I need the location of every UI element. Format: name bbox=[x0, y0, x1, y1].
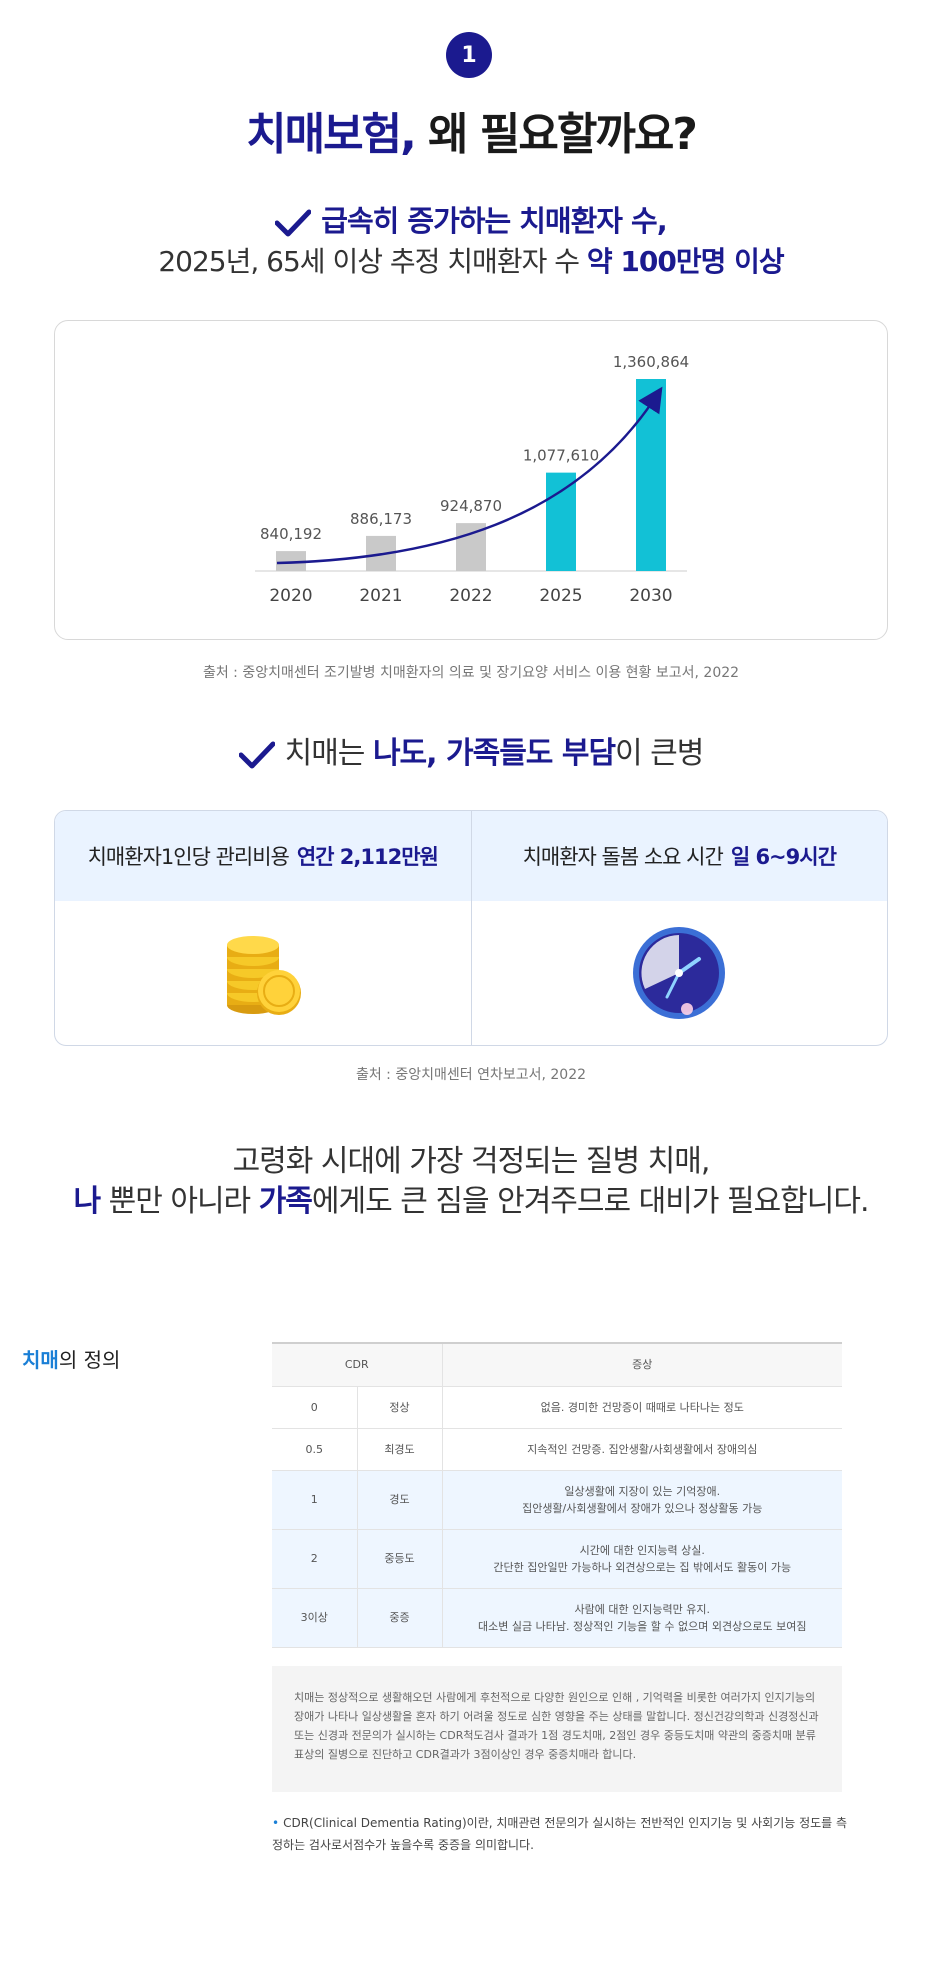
table-row: 1 경도 일상생활에 지장이 있는 기억장애. 집안생활/사회생활에서 장애가 있… bbox=[272, 1470, 842, 1530]
cdr-symptom: 일상생활에 지장이 있는 기억장애. 집안생활/사회생활에서 장애가 있으나 정상… bbox=[442, 1470, 842, 1530]
definition-title-highlight: 치매 bbox=[22, 1348, 59, 1372]
symptom-line: 시간에 대한 인지능력 상실. bbox=[579, 1543, 705, 1557]
data-label: 1,077,610 bbox=[523, 447, 599, 465]
trend-arrow bbox=[276, 386, 663, 565]
table-row: 0 정상 없음. 경미한 건망증이 때때로 나타나는 정도 bbox=[272, 1386, 842, 1429]
symptom-line: 사람에 대한 인지능력만 유지. bbox=[574, 1602, 710, 1616]
section1-headline-text: 급속히 증가하는 치매환자 수, bbox=[321, 204, 667, 238]
symptom-line: 간단한 집안일만 가능하나 외견상으로는 집 밖에서도 활동이 가능 bbox=[493, 1560, 792, 1574]
definition-note: 치매는 정상적으로 생활해오던 사람에게 후천적으로 다양한 원인으로 인해 ,… bbox=[272, 1666, 842, 1792]
symptom-line: 집안생활/사회생활에서 장애가 있으나 정상활동 가능 bbox=[522, 1501, 763, 1515]
table-row: 0.5 최경도 지속적인 건망증. 집안생활/사회생활에서 장애의심 bbox=[272, 1428, 842, 1471]
category-label: 2021 bbox=[359, 586, 402, 606]
cost-value: 연간 2,112만원 bbox=[296, 845, 439, 869]
cost-label: 치매환자1인당 관리비용 bbox=[87, 845, 290, 869]
symptom-line: 대소변 실금 나타남. 정상적인 기능을 할 수 없으며 외견상으로도 보여짐 bbox=[478, 1619, 807, 1633]
cost-header: 치매환자1인당 관리비용 연간 2,112만원 bbox=[55, 811, 471, 901]
section2-post: 이 큰병 bbox=[615, 736, 704, 771]
table-row: 3이상 중증 사람에 대한 인지능력만 유지. 대소변 실금 나타남. 정상적인 … bbox=[272, 1588, 842, 1648]
data-label: 1,360,864 bbox=[613, 353, 689, 371]
bar-2025 bbox=[546, 472, 576, 571]
table-row: 2 중등도 시간에 대한 인지능력 상실. 간단한 집안일만 가능하나 외견상으로… bbox=[272, 1529, 842, 1589]
symptom-line: 지속적인 건망증. 집안생활/사회생활에서 장애의심 bbox=[527, 1442, 758, 1456]
coins-icon bbox=[226, 936, 301, 1015]
cost-source: 출처 : 중앙치매센터 연차보고서, 2022 bbox=[355, 1067, 587, 1083]
bullet-icon: • bbox=[272, 1816, 280, 1830]
section2-pre: 치매는 bbox=[284, 736, 373, 771]
closing-bold-family: 가족 bbox=[258, 1184, 313, 1219]
bar-chart-svg: 840,192 2020 886,173 2021 924,870 2022 1,077,6… bbox=[255, 353, 689, 606]
care-time-label: 치매환자 돌봄 소요 시간 bbox=[522, 845, 724, 869]
care-time-header: 치매환자 돌봄 소요 시간 일 6~9시간 bbox=[471, 811, 887, 901]
cdr-symptom: 지속적인 건망증. 집안생활/사회생활에서 장애의심 bbox=[442, 1428, 842, 1471]
cost-column: 치매환자1인당 관리비용 연간 2,112만원 bbox=[55, 811, 471, 1045]
cdr-level: 경도 bbox=[357, 1470, 443, 1530]
column-header-cdr: CDR bbox=[272, 1343, 443, 1387]
cdr-footnote: • CDR(Clinical Dementia Rating)이란, 치매관련 전… bbox=[272, 1812, 852, 1856]
symptom-line: 일상생활에 지장이 있는 기억장애. bbox=[564, 1484, 721, 1498]
symptom-line: 없음. 경미한 건망증이 때때로 나타나는 정도 bbox=[540, 1400, 744, 1414]
bar-2030 bbox=[636, 379, 666, 571]
title-accent: 치매보험, bbox=[246, 109, 417, 160]
cdr-symptom: 없음. 경미한 건망증이 때때로 나타나는 정도 bbox=[442, 1386, 842, 1429]
definition-title: 치매의 정의 bbox=[22, 1344, 120, 1373]
page-title: 치매보험, 왜 필요할까요? bbox=[0, 98, 942, 162]
clock-icon bbox=[633, 927, 726, 1019]
cdr-footnote-text: CDR(Clinical Dementia Rating)이란, 치매관련 전문… bbox=[272, 1816, 848, 1852]
cdr-score: 0 bbox=[272, 1386, 358, 1429]
chart-source: 출처 : 중앙치매센터 조기발병 치매환자의 의료 및 장기요양 서비스 이용 … bbox=[202, 665, 740, 681]
section1-headline: 급속히 증가하는 치매환자 수, bbox=[0, 198, 942, 240]
cdr-score: 1 bbox=[272, 1470, 358, 1530]
cdr-table: CDR 증상 0 정상 없음. 경미한 건망증이 때때로 나타나는 정도 0.5… bbox=[272, 1342, 842, 1648]
definition-title-rest: 의 정의 bbox=[58, 1348, 121, 1372]
section2-headline: 치매는 나도, 가족들도 부담이 큰병 bbox=[0, 728, 942, 772]
category-label: 2030 bbox=[629, 586, 672, 606]
checkmark-icon bbox=[238, 741, 275, 768]
cdr-symptom: 시간에 대한 인지능력 상실. 간단한 집안일만 가능하나 외견상으로는 집 밖에… bbox=[442, 1529, 842, 1589]
section1-subline-bold: 약 100만명 이상 bbox=[586, 245, 785, 278]
data-label: 924,870 bbox=[440, 497, 502, 515]
title-rest: 왜 필요할까요? bbox=[414, 109, 698, 160]
data-label: 886,173 bbox=[350, 510, 412, 528]
cdr-score: 3이상 bbox=[272, 1588, 358, 1648]
step-number-badge: 1 bbox=[446, 32, 492, 78]
cost-illustration bbox=[55, 901, 471, 1045]
closing-bold-me: 나 bbox=[73, 1184, 101, 1219]
closing-line2: 나 뿐만 아니라 가족에게도 큰 짐을 안겨주므로 대비가 필요합니다. bbox=[0, 1176, 942, 1220]
section2-bold: 나도, 가족들도 부담 bbox=[372, 736, 616, 771]
cdr-symptom: 사람에 대한 인지능력만 유지. 대소변 실금 나타남. 정상적인 기능을 할 수… bbox=[442, 1588, 842, 1648]
cdr-level: 정상 bbox=[357, 1386, 443, 1429]
cdr-level: 중등도 bbox=[357, 1529, 443, 1589]
cdr-level: 최경도 bbox=[357, 1428, 443, 1471]
care-time-illustration bbox=[472, 901, 888, 1045]
bar-2020 bbox=[276, 551, 306, 571]
closing-text2: 에게도 큰 짐을 안겨주므로 대비가 필요합니다. bbox=[311, 1184, 870, 1219]
cdr-score: 0.5 bbox=[272, 1428, 358, 1471]
category-label: 2025 bbox=[539, 586, 582, 606]
closing-line1: 고령화 시대에 가장 걱정되는 질병 치매, bbox=[232, 1144, 711, 1179]
category-label: 2020 bbox=[269, 586, 312, 606]
cdr-score: 2 bbox=[272, 1529, 358, 1589]
care-time-value: 일 6~9시간 bbox=[730, 845, 837, 869]
table-header-row: CDR 증상 bbox=[272, 1343, 842, 1387]
care-time-column: 치매환자 돌봄 소요 시간 일 6~9시간 bbox=[470, 811, 888, 1045]
cdr-level: 중증 bbox=[357, 1588, 443, 1648]
section1-subline: 2025년, 65세 이상 추정 치매환자 수 약 100만명 이상 bbox=[0, 240, 942, 280]
burden-comparison-box: 치매환자1인당 관리비용 연간 2,112만원 치매환자 돌봄 소요 시간 일 6~ bbox=[54, 810, 888, 1046]
checkmark-icon bbox=[275, 209, 312, 237]
column-header-symptom: 증상 bbox=[442, 1343, 842, 1387]
patient-count-chart: 840,192 2020 886,173 2021 924,870 2022 1,077,6… bbox=[54, 320, 888, 640]
category-label: 2022 bbox=[449, 586, 492, 606]
section1-subline-text: 2025년, 65세 이상 추정 치매환자 수 bbox=[158, 245, 587, 278]
data-label: 840,192 bbox=[260, 525, 322, 543]
closing-text1: 뿐만 아니라 bbox=[100, 1184, 259, 1219]
